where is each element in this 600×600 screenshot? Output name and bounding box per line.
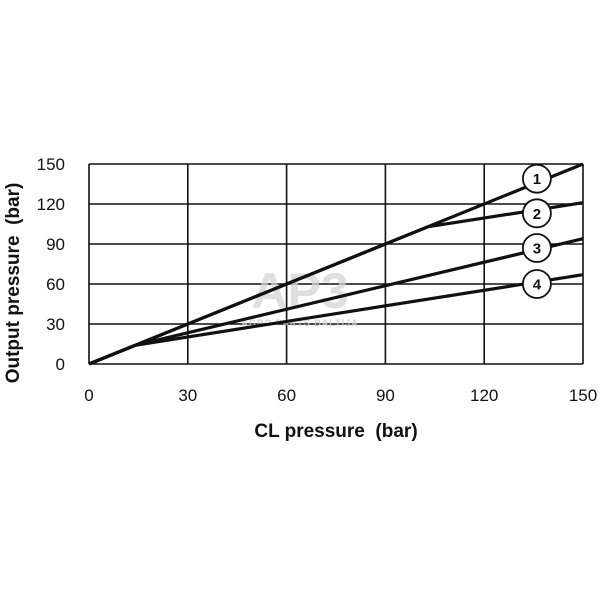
grid — [88, 163, 584, 365]
series-marker-circle — [521, 269, 552, 299]
tick-labels: 0 30 60 90 120 150 0 30 60 90 120 150 — [37, 155, 598, 405]
series-marker-1: 1 — [521, 163, 552, 194]
x-tick-label: 60 — [277, 386, 296, 405]
series-marker-2: 2 — [521, 198, 552, 229]
y-tick-label: 120 — [37, 195, 65, 214]
y-tick-label: 0 — [56, 355, 65, 374]
y-axis-title: Output pressure (bar) — [3, 183, 24, 384]
series-marker-3: 3 — [521, 233, 552, 263]
series-markers: 1 2 3 4 — [521, 163, 552, 299]
x-tick-label: 150 — [569, 386, 597, 405]
x-tick-label: 90 — [376, 386, 395, 405]
series-marker-label: 4 — [533, 277, 542, 294]
y-tick-label: 90 — [46, 235, 65, 254]
series-marker-circle — [521, 163, 552, 194]
x-axis-title: CL pressure (bar) — [254, 421, 417, 442]
series-marker-label: 2 — [533, 206, 541, 223]
series — [88, 162, 584, 366]
y-tick-label: 150 — [37, 155, 65, 174]
x-tick-label: 30 — [178, 386, 197, 405]
series-marker-circle — [521, 198, 552, 229]
x-tick-label: 0 — [84, 386, 93, 405]
series-marker-label: 1 — [533, 171, 541, 188]
series-marker-label: 3 — [533, 241, 541, 258]
x-tick-label: 120 — [470, 386, 498, 405]
watermark-text: AGRO PARTS BALTIJA — [241, 318, 358, 328]
y-tick-label: 60 — [46, 275, 65, 294]
series-marker-4: 4 — [521, 269, 552, 299]
y-tick-label: 30 — [46, 315, 65, 334]
series-line-4 — [88, 273, 584, 366]
series-marker-circle — [521, 233, 552, 263]
